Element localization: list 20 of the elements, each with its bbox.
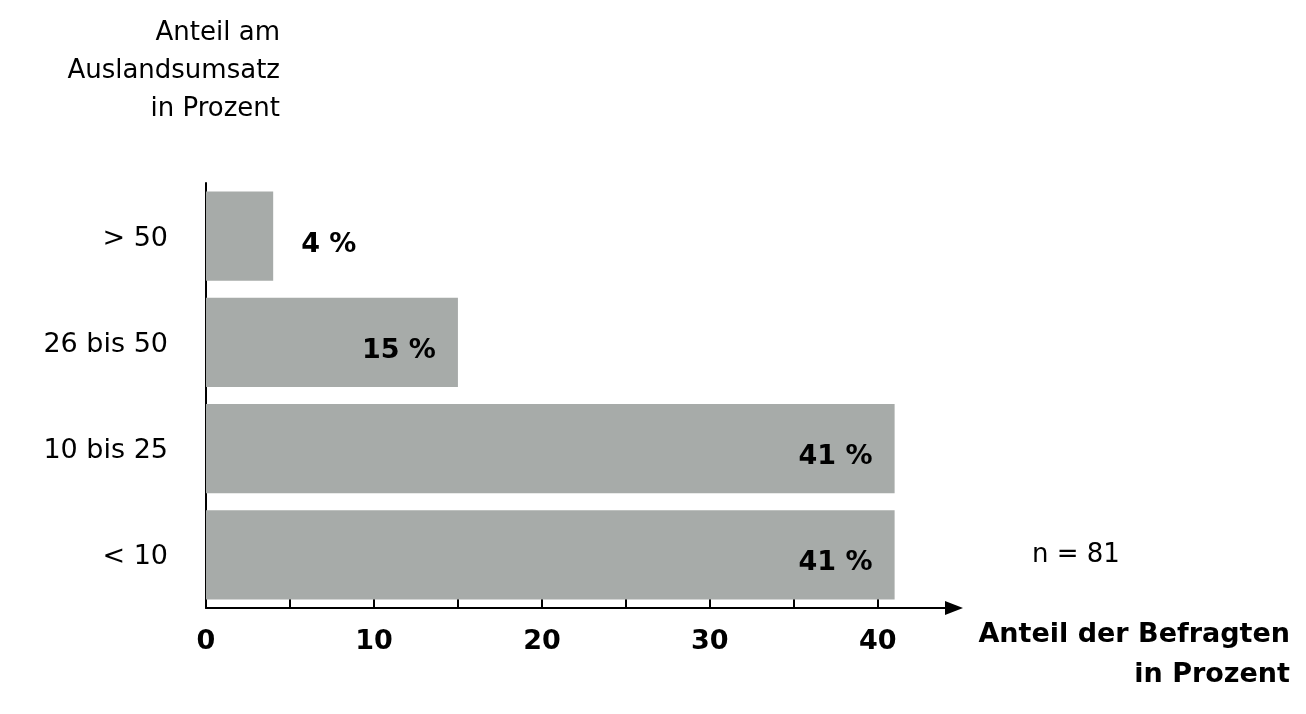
bar: [206, 404, 895, 494]
y-tick-label: 26 bis 50: [43, 326, 168, 358]
x-tick-label: 10: [355, 624, 393, 655]
data-label: 41 %: [798, 439, 873, 471]
x-tick-label: 30: [691, 624, 729, 655]
y-tick-label: < 10: [102, 539, 168, 571]
x-tick-label: 0: [196, 624, 216, 655]
text: n = 81: [1032, 538, 1120, 568]
x-tick-label: 40: [859, 624, 897, 655]
bar: [206, 297, 458, 387]
x-axis-title: Anteil der Befragten in Prozent: [978, 616, 1291, 688]
y-tick-label: 10 bis 25: [43, 433, 168, 465]
y-axis-title: Anteil am Auslandsumsatz in Prozent: [67, 16, 280, 122]
data-label: 15 %: [361, 332, 436, 364]
bar: [206, 191, 274, 281]
y-tick-label: > 50: [102, 220, 168, 252]
data-label: 4 %: [301, 226, 357, 258]
data-label: 41 %: [798, 545, 873, 577]
bar: [206, 510, 895, 600]
x-tick-label: 20: [523, 624, 561, 655]
